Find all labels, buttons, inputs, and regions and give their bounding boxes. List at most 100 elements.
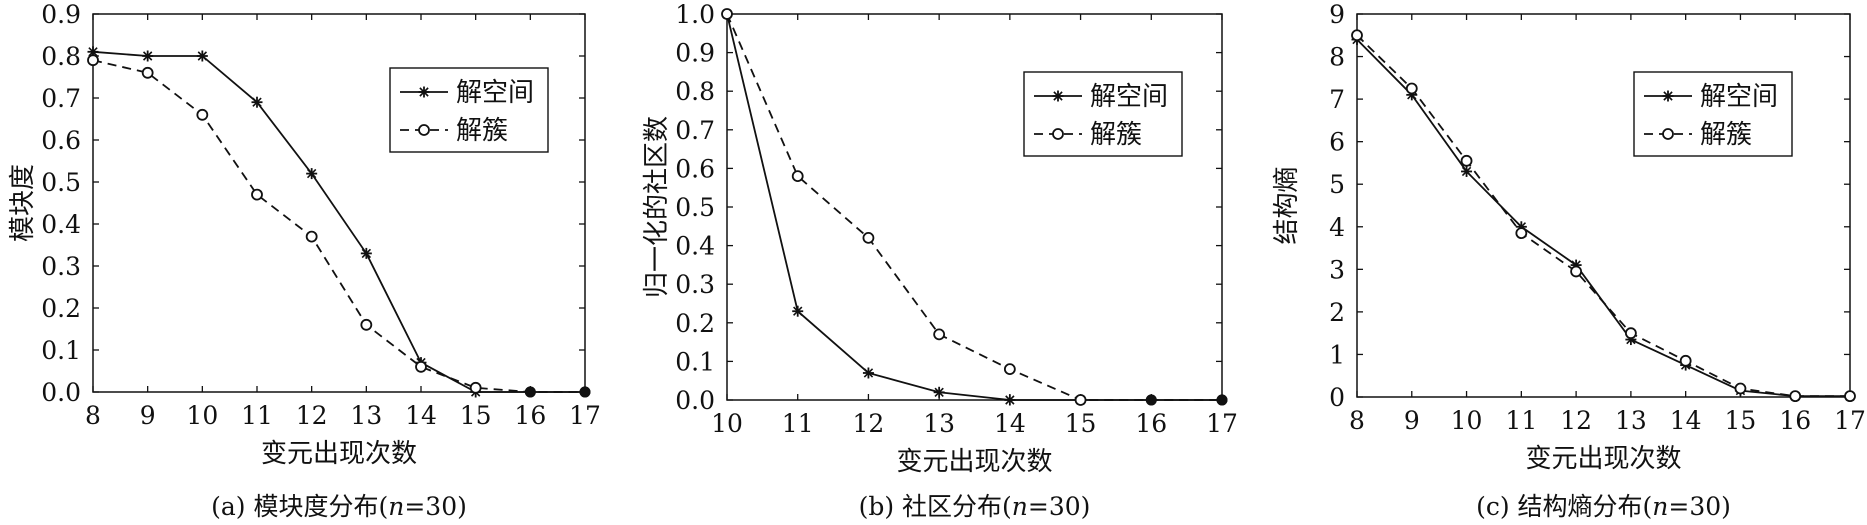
data-point	[1004, 394, 1016, 406]
chart-b: 10 11 12 13 14 15 16 17 0.0 0.1 0.2 0.3 0.4 0.5 0.6 0.7…	[642, 0, 1238, 521]
y-tick-label: 7	[1329, 85, 1345, 114]
data-point	[933, 328, 946, 341]
x-tick-label: 15	[460, 401, 492, 430]
x-tick-label: 16	[514, 401, 546, 430]
legend-marker	[1052, 90, 1064, 102]
y-tick-label: 0.0	[41, 378, 81, 407]
series-cluster	[721, 8, 1228, 406]
caption: (a) 模块度分布(n=30)	[211, 492, 467, 521]
chart-c: 8 9 10 11 12 13 14 15 16 170123456789变元出现次数结构熵(c)…	[1272, 0, 1866, 521]
x-tick-label: 15	[1725, 406, 1757, 435]
x-axis-title: 变元出现次数	[1525, 444, 1681, 474]
data-point	[862, 367, 874, 379]
data-point	[1003, 363, 1016, 376]
x-tick-label: 13	[350, 401, 382, 430]
y-tick-label: 0.5	[41, 168, 81, 197]
x-axis-title: 变元出现次数	[896, 447, 1052, 477]
data-point	[196, 50, 208, 62]
caption: (c) 结构熵分布(n=30)	[1476, 492, 1731, 521]
y-tick-label: 0.3	[675, 270, 715, 299]
x-tick-label: 16	[1135, 409, 1167, 438]
y-tick-label: 0.7	[675, 116, 715, 145]
series-line	[92, 59, 585, 393]
y-tick-label: 0.4	[675, 232, 715, 261]
legend-box	[389, 67, 549, 153]
data-point	[196, 108, 209, 121]
y-tick-label: 0.9	[41, 0, 81, 29]
data-point	[791, 170, 804, 183]
data-point	[524, 386, 536, 398]
x-tick-label: 10	[711, 409, 743, 438]
data-point	[933, 386, 945, 398]
data-point	[1405, 82, 1418, 95]
data-point	[1844, 390, 1856, 403]
data-point	[579, 386, 591, 398]
y-tick-label: 0.0	[675, 386, 715, 415]
legend-label: 解簇	[456, 116, 508, 146]
x-tick-label: 12	[1560, 406, 1592, 435]
legend-label: 解簇	[1090, 120, 1142, 150]
y-tick-label: 1	[1329, 340, 1345, 369]
x-tick-label: 11	[1505, 406, 1537, 435]
x-tick-label: 9	[1404, 406, 1420, 435]
y-tick-label: 1.0	[675, 0, 715, 29]
legend-marker	[1662, 90, 1674, 102]
data-point	[1789, 390, 1802, 403]
data-point	[251, 188, 263, 201]
y-tick-label: 0.8	[675, 77, 715, 106]
series-cluster	[1351, 29, 1856, 403]
caption-variable: n	[1012, 492, 1028, 521]
legend-marker	[418, 124, 430, 136]
data-point	[1351, 29, 1363, 42]
series-cluster	[87, 54, 591, 398]
y-tick-label: 0	[1329, 383, 1345, 412]
data-point	[1679, 354, 1692, 367]
data-point	[1460, 154, 1473, 167]
data-point	[251, 96, 263, 108]
data-point	[1145, 394, 1157, 406]
y-axis-title: 模块度	[8, 164, 38, 242]
chart-a: 8 9 10 11 12 13 14 15 16 17 0.0 0.1 0.2 0.3 0.4 0.5 0.6 0…	[8, 0, 601, 521]
data-point	[1734, 382, 1747, 395]
caption-prefix: (b) 社区分布(	[859, 492, 1012, 521]
legend-box	[1633, 71, 1793, 157]
data-point	[1515, 227, 1528, 240]
series-line	[92, 50, 585, 393]
y-tick-label: 3	[1329, 255, 1345, 284]
caption-suffix: =30)	[404, 492, 467, 521]
x-tick-label: 14	[1670, 406, 1702, 435]
data-point	[469, 381, 482, 394]
data-point	[1216, 394, 1228, 406]
legend-marker	[1052, 128, 1064, 140]
legend-marker	[418, 86, 430, 98]
data-point	[1074, 394, 1087, 406]
x-tick-label: 15	[1065, 409, 1097, 438]
y-tick-label: 0.1	[41, 336, 81, 365]
x-tick-label: 11	[241, 401, 273, 430]
y-tick-label: 0.6	[41, 126, 81, 155]
y-tick-label: 0.2	[41, 294, 81, 323]
x-axis-title: 变元出现次数	[261, 439, 417, 469]
data-point	[87, 54, 99, 67]
x-tick-label: 14	[405, 401, 437, 430]
data-point	[305, 230, 318, 243]
x-tick-label: 13	[1615, 406, 1647, 435]
x-tick-label: 10	[186, 401, 218, 430]
legend-label: 解簇	[1700, 120, 1752, 150]
data-point	[360, 318, 373, 331]
data-point	[862, 231, 875, 244]
y-tick-label: 8	[1329, 43, 1345, 72]
data-point	[721, 8, 733, 20]
y-tick-label: 0.9	[675, 39, 715, 68]
series-solution-space	[721, 8, 1228, 406]
data-point	[141, 66, 154, 79]
y-tick-label: 6	[1329, 128, 1345, 157]
series-line	[1356, 34, 1850, 398]
x-tick-label: 8	[1349, 406, 1365, 435]
caption-variable: n	[388, 492, 404, 521]
legend-box	[1023, 71, 1183, 157]
x-tick-label: 17	[569, 401, 601, 430]
legend-label: 解空间	[456, 78, 534, 108]
